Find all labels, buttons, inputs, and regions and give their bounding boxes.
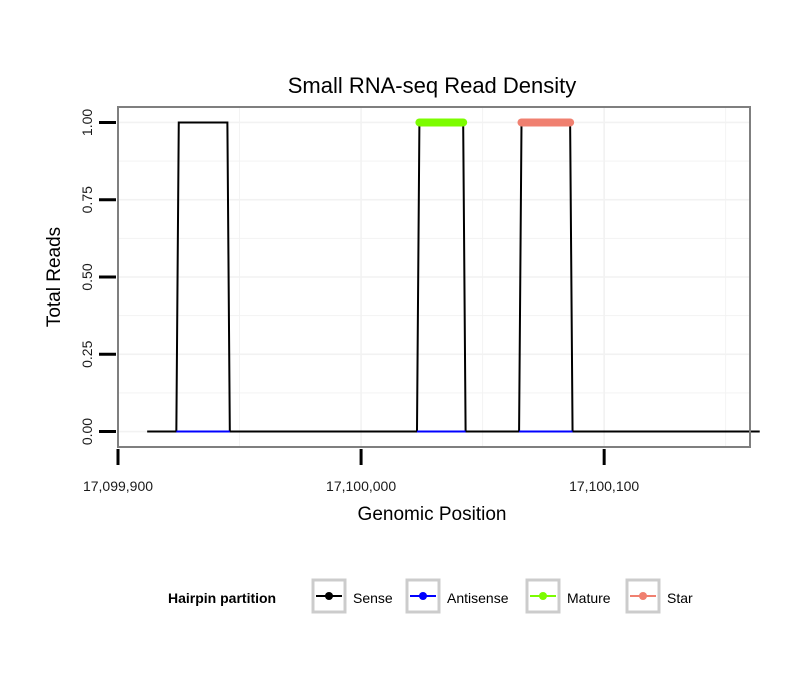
x-axis-title: Genomic Position [358,504,507,525]
legend-label-sense: Sense [353,590,393,606]
y-axis-title: Total Reads [44,227,65,327]
series-layer [147,118,760,433]
y-tick-label: 0.50 [79,263,95,290]
y-tick-label: 0.25 [79,340,95,367]
legend-key-point [639,592,647,600]
x-axis: 17,099,900 17,100,000 17,100,100 [83,449,639,494]
plot-border [117,106,751,448]
y-axis: 0.00 0.25 0.50 0.75 1.00 [79,109,116,445]
legend-title: Hairpin partition [168,590,276,606]
x-tick-label: 17,099,900 [83,478,153,494]
chart-title: Small RNA-seq Read Density [288,73,577,98]
legend-label-mature: Mature [567,590,611,606]
legend-label-antisense: Antisense [447,590,509,606]
legend: Hairpin partition Sense Antisense Mature St… [168,578,693,614]
legend-label-star: Star [667,590,693,606]
y-tick-label: 1.00 [79,109,95,136]
legend-key-point [419,592,427,600]
y-tick-label: 0.75 [79,186,95,213]
y-tick-label: 0.00 [79,418,95,445]
legend-key-point [325,592,333,600]
x-tick-label: 17,100,000 [326,478,396,494]
x-tick-label: 17,100,100 [569,478,639,494]
legend-key-point [539,592,547,600]
